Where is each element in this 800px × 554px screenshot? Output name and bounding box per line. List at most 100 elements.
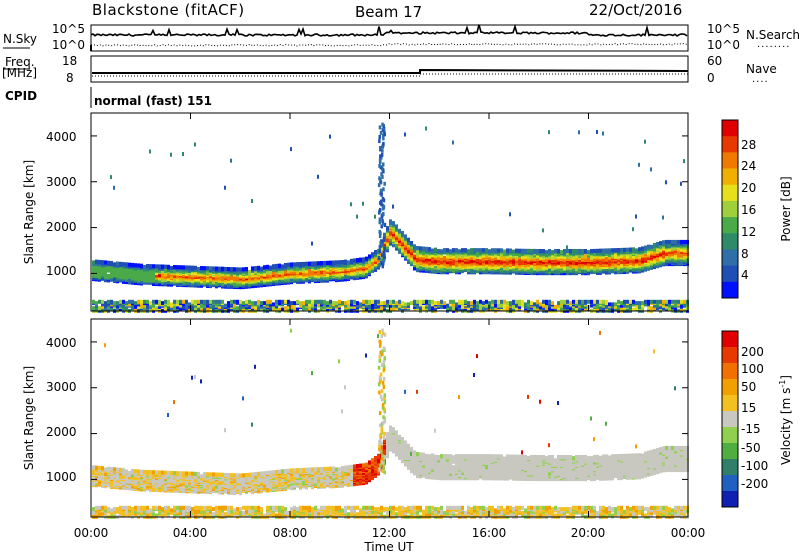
rti-cell: [161, 264, 164, 269]
rti-cell: [305, 271, 308, 276]
rti-clutter: [470, 307, 473, 312]
rti-cell: [452, 248, 455, 253]
rti-clutter: [347, 304, 350, 309]
rti-cell: [257, 265, 260, 270]
rti-cell: [95, 259, 98, 264]
rti-cell: [227, 281, 230, 286]
rti-cell: [659, 241, 662, 246]
rti-clutter: [110, 299, 113, 304]
n-sky-trace: [90, 23, 688, 38]
rti-clutter: [572, 307, 575, 312]
rti-clutter: [290, 304, 293, 309]
rti-cell: [572, 249, 575, 254]
rti-clutter: [251, 304, 254, 309]
rti-clutter: [485, 306, 488, 311]
cpid-text: normal (fast) 151: [94, 94, 212, 108]
rti-cell: [581, 267, 584, 272]
rti-scatter: [356, 214, 358, 219]
rti-cell: [575, 263, 578, 268]
rti-cell: [602, 262, 605, 267]
rti-clutter: [512, 304, 515, 309]
rti-cell: [446, 248, 449, 253]
rti-cell: [629, 247, 632, 252]
rti-clutter: [128, 513, 131, 518]
rti-cell: [425, 246, 428, 251]
rti-clutter: [149, 301, 152, 306]
rti-cell: [437, 249, 440, 254]
rti-cell: [194, 265, 197, 270]
rti-clutter: [494, 303, 497, 308]
rti-clutter: [185, 299, 188, 304]
rti-cell: [518, 264, 521, 269]
rti-cell: [170, 282, 173, 287]
rti-clutter: [479, 303, 482, 308]
rti-clutter: [158, 299, 161, 304]
rti-clutter: [644, 302, 647, 307]
rti-cell: [290, 262, 293, 267]
rti-clutter: [461, 307, 464, 312]
rti-clutter: [428, 299, 431, 304]
rti-clutter: [485, 302, 488, 307]
rti-cell: [212, 266, 215, 271]
rti-clutter: [584, 304, 587, 309]
rti-cell: [209, 277, 212, 282]
rti-clutter: [356, 301, 359, 306]
rti-cell: [431, 248, 434, 253]
rti-clutter: [653, 299, 656, 304]
rti-spike: [379, 130, 383, 135]
rti-cell: [497, 248, 500, 253]
rti-clutter: [215, 299, 218, 304]
rti-clutter: [539, 302, 542, 307]
rti-clutter: [614, 302, 617, 307]
rti-clutter: [188, 302, 191, 307]
rti-cell: [563, 249, 566, 254]
rti-clutter: [131, 510, 134, 515]
rti-clutter: [632, 307, 635, 312]
rti-clutter: [428, 303, 431, 308]
rti-cell: [458, 249, 461, 254]
rti-scatter: [650, 167, 652, 172]
rti-clutter: [515, 302, 518, 307]
rti-clutter: [302, 301, 305, 306]
rti-clutter: [203, 299, 206, 304]
rti-cell: [227, 267, 230, 272]
rti-cell: [644, 252, 647, 257]
rti-cell: [569, 265, 572, 270]
rti-clutter: [554, 307, 557, 312]
rti-cell: [410, 249, 413, 254]
rti-clutter: [320, 299, 323, 304]
rti-clutter: [125, 510, 128, 515]
rti-cell: [548, 254, 551, 259]
rti-clutter: [200, 299, 203, 304]
rti-cell: [146, 470, 149, 475]
rti-cell: [122, 474, 125, 479]
rti-clutter: [221, 299, 224, 304]
rti-cell: [359, 260, 362, 266]
rti-cell: [386, 233, 389, 238]
rti-cell: [263, 282, 266, 287]
rti-cell: [245, 281, 248, 286]
rti-clutter: [143, 299, 146, 304]
rti-cell: [668, 239, 671, 245]
rti-cell: [665, 243, 668, 248]
rti-cell: [470, 248, 473, 253]
rti-clutter: [383, 301, 386, 306]
rti-cell: [104, 467, 107, 472]
rti-cell: [182, 265, 185, 270]
rti-spike: [381, 196, 385, 201]
rti-clutter: [113, 301, 116, 306]
rti-cell: [332, 267, 335, 272]
rti-clutter: [557, 306, 560, 311]
rti-clutter: [119, 307, 122, 312]
rti-clutter: [308, 307, 311, 312]
rti-cell: [119, 261, 122, 266]
rti-clutter: [431, 302, 434, 307]
rti-cell: [395, 237, 398, 242]
rti-cell: [362, 257, 365, 262]
rti-cell: [428, 257, 431, 262]
rti-cell: [548, 249, 551, 254]
rti-cell: [647, 250, 650, 255]
rti-cell: [146, 278, 149, 283]
power-colorbar: [722, 120, 738, 299]
rti-cell: [350, 275, 353, 280]
